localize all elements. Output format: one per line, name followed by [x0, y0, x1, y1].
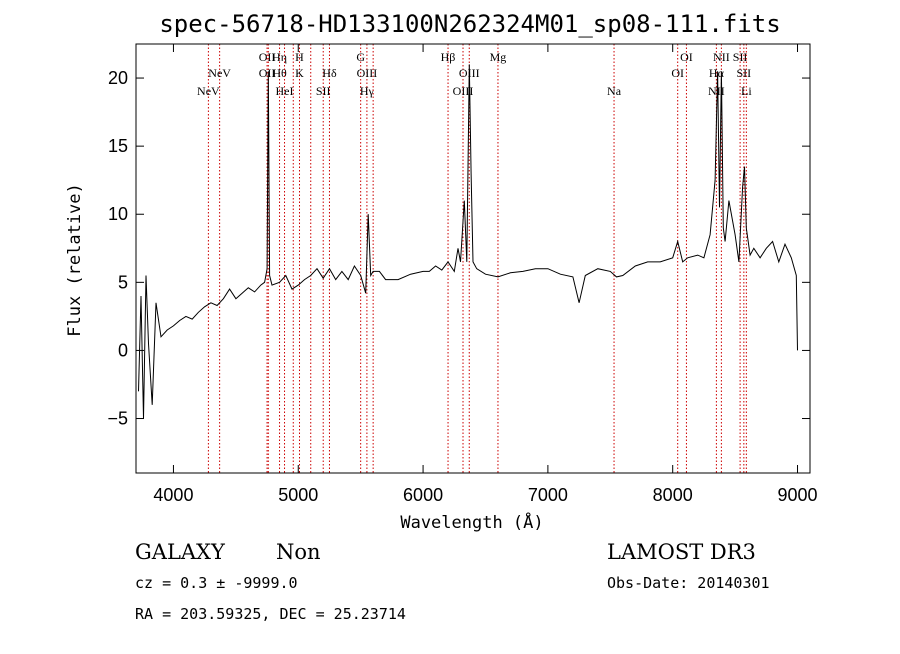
y-tick-label: −5 [107, 409, 128, 429]
x-axis-label: Wavelength (Å) [400, 511, 543, 533]
line-marker-label: H [295, 50, 304, 64]
line-marker-label: K [295, 66, 304, 80]
line-marker-label: Hδ [322, 66, 337, 80]
line-marker-label: SII [737, 66, 752, 80]
x-tick-label: 7000 [528, 485, 568, 505]
line-markers-layer: NeVNeVOIIOIIHηHθHeIHKSIIHδGOIIIHγHβOIIIO… [197, 44, 752, 473]
survey-name: LAMOST DR3 [607, 540, 756, 564]
x-tick-label: 5000 [278, 485, 318, 505]
y-tick-label: 5 [118, 272, 128, 292]
line-marker-label: NII [708, 84, 725, 98]
line-marker-label: Hβ [441, 50, 456, 64]
line-marker-label: OII [259, 66, 276, 80]
line-marker-label: Hα [709, 66, 725, 80]
redshift-text: cz = 0.3 ± -9999.0 [135, 574, 298, 592]
x-tick-label: 4000 [153, 485, 193, 505]
spectrum-line-0 [138, 64, 798, 419]
y-axis: −5 0 5 10 15 20 [107, 68, 810, 429]
line-marker-label: SII [733, 50, 748, 64]
line-marker-label: OIII [453, 84, 474, 98]
line-marker-label: Hγ [360, 84, 375, 98]
line-marker-label: OI [671, 66, 684, 80]
x-tick-label: 6000 [403, 485, 443, 505]
y-tick-label: 10 [108, 204, 128, 224]
x-axis: 4000 5000 6000 7000 8000 9000 [153, 44, 818, 505]
y-tick-label: 15 [108, 136, 128, 156]
y-axis-label: Flux (relative) [65, 183, 85, 337]
line-marker-label: OIII [357, 66, 378, 80]
chart-title: spec-56718-HD133100N262324M01_sp08-111.f… [159, 10, 780, 38]
y-tick-label: 20 [108, 68, 128, 88]
x-tick-label: 9000 [777, 485, 817, 505]
line-marker-label: Hθ [272, 66, 287, 80]
obs-date-text: Obs-Date: 20140301 [607, 574, 770, 592]
x-tick-label: 8000 [653, 485, 693, 505]
line-marker-label: G [356, 50, 365, 64]
line-marker-label: OII [259, 50, 276, 64]
object-subclass: Non [276, 540, 321, 564]
line-marker-label: Mg [490, 50, 507, 64]
line-marker-label: Hη [272, 50, 287, 64]
series-layer [138, 64, 798, 419]
line-marker-label: NII [713, 50, 730, 64]
line-marker-label: HeI [276, 84, 294, 98]
line-marker-label: NeV [208, 66, 231, 80]
line-marker-label: NeV [197, 84, 220, 98]
line-marker-label: Na [607, 84, 622, 98]
line-marker-label: OI [680, 50, 693, 64]
radec-text: RA = 203.59325, DEC = 25.23714 [135, 605, 406, 623]
line-marker-label: SII [316, 84, 331, 98]
plot-frame [135, 43, 811, 474]
object-class: GALAXY [135, 540, 226, 564]
line-marker-label: Li [741, 84, 752, 98]
y-tick-label: 0 [118, 340, 128, 360]
